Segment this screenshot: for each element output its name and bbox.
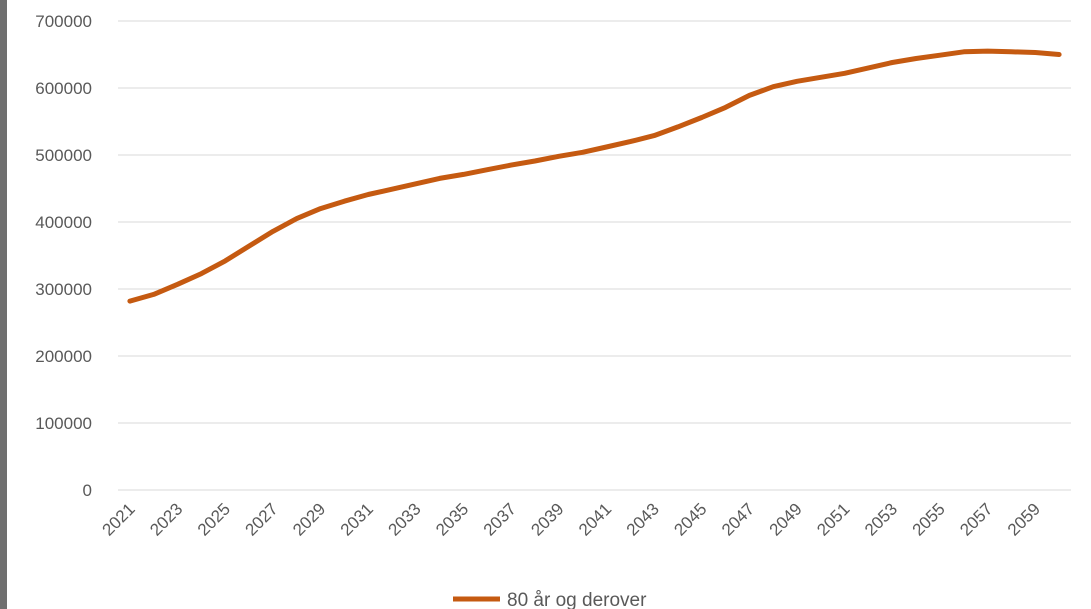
- x-tick-label: 2023: [146, 499, 186, 539]
- legend-label: 80 år og derover: [507, 590, 647, 609]
- x-tick-label: 2041: [575, 499, 615, 539]
- x-tick-label: 2059: [1004, 499, 1044, 539]
- x-tick-label: 2053: [861, 499, 901, 539]
- x-tick-label: 2025: [194, 499, 234, 539]
- gridlines: [118, 20, 1071, 491]
- y-tick-label: 400000: [35, 213, 92, 232]
- left-border: [0, 0, 7, 609]
- series-line: [127, 48, 1062, 304]
- x-tick-label: 2043: [623, 499, 663, 539]
- x-tick-label: 2049: [766, 499, 806, 539]
- y-tick-label: 500000: [35, 146, 92, 165]
- series-lines: [127, 48, 1062, 304]
- y-tick-label: 600000: [35, 79, 92, 98]
- x-tick-label: 2037: [480, 499, 520, 539]
- y-tick-label: 100000: [35, 414, 92, 433]
- x-tick-label: 2045: [670, 499, 710, 539]
- x-axis-tick-labels: 2021 2023 2025 2027 2029 2031 2033 2035 2037 2039…: [99, 499, 1045, 539]
- x-tick-label: 2033: [384, 499, 424, 539]
- x-tick-label: 2051: [813, 499, 853, 539]
- legend: 80 år og derover: [453, 590, 647, 609]
- x-tick-label: 2021: [99, 499, 139, 539]
- x-tick-label: 2027: [242, 499, 282, 539]
- y-tick-label: 0: [83, 481, 92, 500]
- x-tick-label: 2055: [909, 499, 949, 539]
- y-tick-label: 300000: [35, 280, 92, 299]
- x-tick-label: 2057: [956, 499, 996, 539]
- x-tick-label: 2039: [527, 499, 567, 539]
- x-tick-label: 2047: [718, 499, 758, 539]
- y-axis-tick-labels: 0 100000 200000 300000 400000 500000 600000 700…: [35, 12, 92, 500]
- x-tick-label: 2029: [289, 499, 329, 539]
- x-tick-label: 2031: [337, 499, 377, 539]
- y-tick-label: 200000: [35, 347, 92, 366]
- x-tick-label: 2035: [432, 499, 472, 539]
- y-tick-label: 700000: [35, 12, 92, 31]
